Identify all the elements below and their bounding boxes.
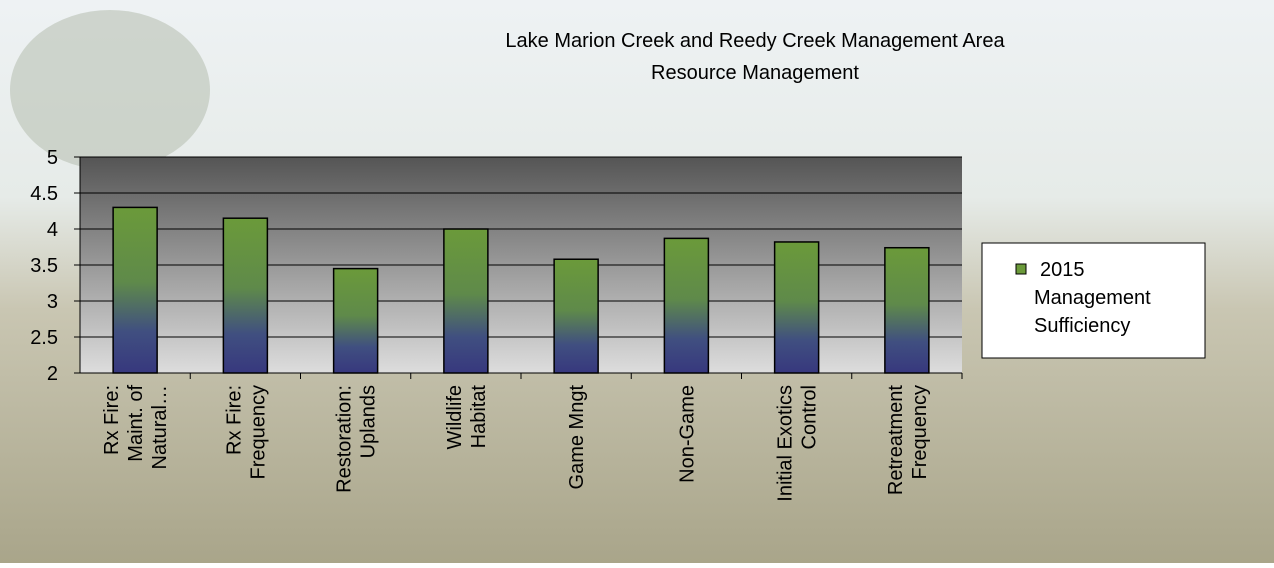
y-tick-label: 3 [47, 291, 58, 313]
tree-shape [10, 10, 210, 170]
bar [112, 206, 158, 374]
x-tick-label: Initial Exotics Control [775, 385, 821, 502]
bar [553, 258, 599, 374]
legend-box [981, 242, 1206, 359]
x-tick-label: Wildlife Habitat [444, 385, 490, 450]
bar [773, 241, 820, 374]
y-tick-label: 3.5 [30, 255, 58, 277]
x-tick-label: Non-Game [676, 385, 698, 483]
bar [332, 267, 379, 374]
x-tick-label: Rx Fire: Frequency [223, 385, 269, 480]
x-tick-label: Restoration: Uplands [334, 385, 380, 493]
legend-label: 2015 Management Sufficiency [1034, 259, 1151, 337]
y-tick-label: 5 [47, 147, 58, 169]
bar [884, 246, 930, 374]
bar [663, 237, 710, 374]
y-tick-label: 4.5 [30, 183, 58, 205]
x-tick-label: Retreatment Frequency [885, 385, 931, 495]
x-tick-label: Game Mngt [566, 385, 588, 490]
chart-title: Lake Marion Creek and Reedy Creek Manage… [505, 30, 1005, 84]
y-tick-label: 4 [47, 219, 58, 241]
bar [443, 228, 489, 374]
y-tick-label: 2 [47, 363, 58, 385]
legend-swatch [1015, 263, 1027, 275]
x-tick-label: Rx Fire: Maint. of Natural… [101, 385, 171, 470]
y-tick-label: 2.5 [30, 327, 58, 349]
bar [222, 217, 269, 374]
